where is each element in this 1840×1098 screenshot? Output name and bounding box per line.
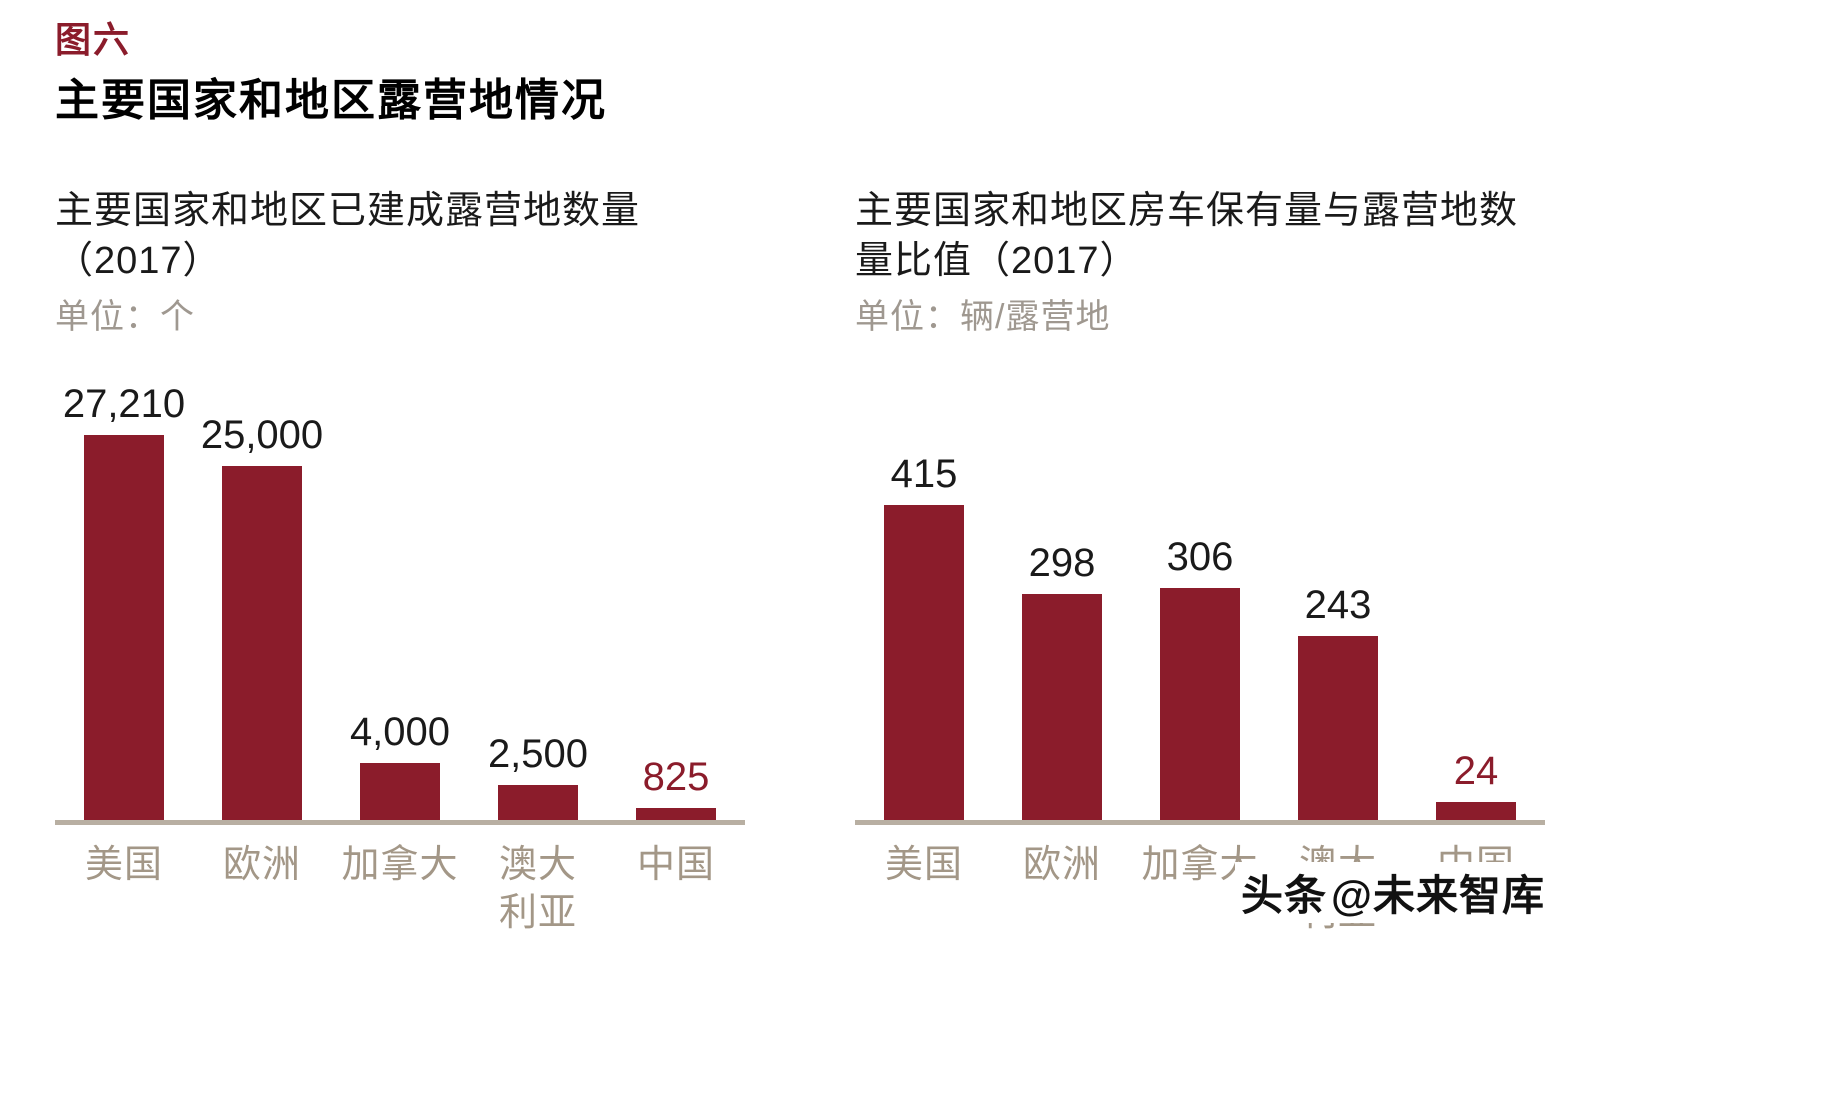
bar: [636, 808, 716, 820]
bar-column: 306: [1131, 534, 1269, 820]
plot-area: 415 298 306 243 24: [855, 350, 1545, 820]
bar-value-label: 27,210: [62, 382, 186, 426]
bar-value-label: 415: [890, 452, 958, 496]
bar-value-label: 825: [642, 755, 710, 800]
bar-column: 298: [993, 540, 1131, 820]
plot-area: 27,210 25,000 4,000 2,500 825: [55, 350, 745, 820]
bar-column: 27,210: [55, 381, 193, 820]
bar-column: 25,000: [193, 412, 331, 820]
bar: [884, 505, 964, 820]
bar-value-label: 4,000: [349, 710, 451, 755]
bar-value-label: 243: [1304, 582, 1372, 627]
category-label: 加拿大: [341, 844, 459, 886]
x-axis-line: [55, 820, 745, 825]
chart-unit-label: 单位：辆/露营地: [855, 298, 1111, 336]
bar-column: 825: [607, 754, 745, 820]
bar: [498, 784, 578, 820]
category-label: 欧洲: [222, 844, 301, 886]
bar: [1022, 593, 1102, 820]
category-label: 中国: [636, 844, 715, 886]
x-axis-line: [855, 820, 1545, 825]
bar: [360, 763, 440, 820]
category-label: 欧洲: [1022, 844, 1101, 886]
campsite-count-chart: 主要国家和地区已建成露营地数量（2017） 单位：个 27,210 25,000 4…: [55, 186, 745, 937]
bar-column: 2,500: [469, 731, 607, 820]
bar-value-label: 306: [1166, 534, 1234, 579]
category-labels-row: 美国 欧洲加拿大澳大利亚 中国: [55, 825, 745, 937]
page-title: 主要国家和地区露营地情况: [55, 76, 607, 125]
category-label: 美国: [84, 844, 163, 886]
bar: [1160, 587, 1240, 820]
bar-value-label: 25,000: [200, 413, 324, 458]
rv-per-campsite-ratio-chart: 主要国家和地区房车保有量与露营地数量比值（2017） 单位：辆/露营地 415 2…: [855, 186, 1545, 937]
charts-row: 主要国家和地区已建成露营地数量（2017） 单位：个 27,210 25,000 4…: [55, 186, 1840, 937]
bar-column: 415: [855, 451, 993, 820]
bar-value-label: 24: [1453, 748, 1499, 793]
bar: [1298, 635, 1378, 820]
watermark-brand: 头条: [1241, 872, 1328, 919]
figure-label: 图六: [55, 19, 132, 60]
bar: [84, 435, 164, 820]
category-label: 澳大利亚: [498, 844, 577, 934]
chart-title: 主要国家和地区房车保有量与露营地数量比值（2017）: [855, 190, 1519, 282]
bar: [222, 466, 302, 820]
bar-column: 243: [1269, 582, 1407, 820]
watermark-handle: @未来智库: [1331, 872, 1545, 919]
chart-title: 主要国家和地区已建成露营地数量（2017）: [55, 190, 641, 282]
bar-value-label: 298: [1028, 540, 1096, 585]
bar: [1436, 801, 1516, 820]
chart-unit-label: 单位：个: [55, 298, 195, 336]
watermark: 头条@未来智库: [1235, 862, 1545, 923]
bar-column: 4,000: [331, 709, 469, 820]
bar-value-label: 2,500: [487, 731, 589, 776]
category-label: 美国: [884, 844, 963, 886]
bar-column: 24: [1407, 748, 1545, 820]
